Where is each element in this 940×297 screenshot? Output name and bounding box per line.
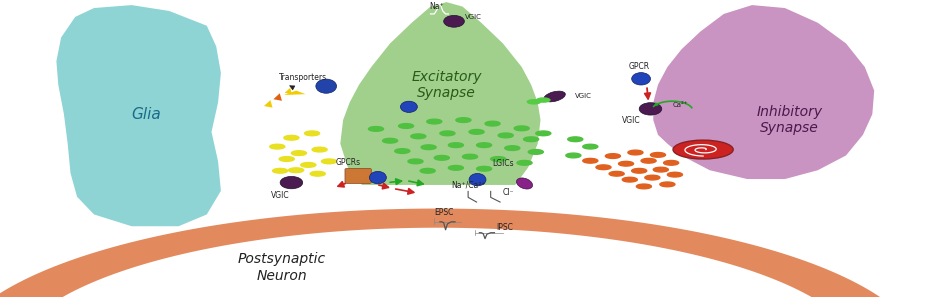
Text: VGIC: VGIC (465, 14, 482, 20)
Circle shape (448, 165, 463, 170)
Text: Cl⁻: Cl⁻ (503, 188, 514, 197)
Circle shape (491, 157, 506, 161)
Circle shape (421, 145, 436, 150)
Text: Excitatory
Synapse: Excitatory Synapse (412, 69, 481, 100)
Circle shape (279, 157, 294, 161)
Circle shape (605, 154, 620, 158)
Circle shape (289, 168, 304, 173)
Circle shape (636, 184, 651, 189)
Text: Glia: Glia (131, 107, 161, 122)
Circle shape (440, 131, 455, 136)
Circle shape (596, 165, 611, 170)
Ellipse shape (469, 173, 486, 186)
Circle shape (583, 158, 598, 163)
Text: VGIC: VGIC (622, 116, 641, 125)
Text: GPCR: GPCR (629, 62, 650, 71)
Text: LGICs: LGICs (492, 159, 514, 168)
Circle shape (664, 160, 679, 165)
Text: Ca²⁺: Ca²⁺ (673, 102, 689, 108)
Text: Transporters: Transporters (278, 73, 327, 82)
Circle shape (505, 146, 520, 151)
Circle shape (673, 140, 733, 159)
Ellipse shape (444, 15, 464, 27)
Circle shape (619, 161, 634, 166)
Text: Postsynaptic
Neuron: Postsynaptic Neuron (238, 252, 326, 283)
Circle shape (485, 121, 500, 126)
Ellipse shape (400, 101, 417, 113)
Circle shape (291, 151, 306, 155)
Text: IPSC: IPSC (496, 222, 513, 232)
Text: EPSC: EPSC (434, 208, 454, 217)
Ellipse shape (316, 79, 337, 93)
Circle shape (660, 182, 675, 187)
Circle shape (583, 144, 598, 149)
Circle shape (517, 160, 532, 165)
Text: Inhibitory
Synapse: Inhibitory Synapse (757, 105, 822, 135)
Circle shape (622, 177, 637, 182)
Circle shape (284, 135, 299, 140)
Circle shape (536, 131, 551, 136)
Circle shape (462, 154, 478, 159)
Polygon shape (56, 5, 221, 226)
Polygon shape (340, 2, 540, 185)
Circle shape (667, 172, 682, 177)
Circle shape (514, 126, 529, 131)
Circle shape (477, 166, 492, 171)
Circle shape (469, 129, 484, 134)
Circle shape (434, 155, 449, 160)
Circle shape (628, 150, 643, 155)
Circle shape (568, 137, 583, 142)
Ellipse shape (369, 171, 386, 184)
Circle shape (641, 158, 656, 163)
Circle shape (310, 171, 325, 176)
Ellipse shape (544, 91, 565, 102)
Circle shape (477, 143, 492, 148)
Circle shape (609, 171, 624, 176)
Ellipse shape (516, 178, 533, 189)
Circle shape (321, 159, 337, 164)
Circle shape (270, 144, 285, 149)
Circle shape (650, 153, 666, 157)
FancyArrowPatch shape (287, 86, 315, 95)
FancyBboxPatch shape (345, 168, 371, 184)
Circle shape (527, 100, 540, 104)
Circle shape (632, 168, 647, 173)
Circle shape (528, 150, 543, 154)
Polygon shape (0, 208, 911, 297)
Circle shape (305, 131, 320, 136)
Circle shape (653, 167, 668, 172)
Circle shape (411, 134, 426, 139)
Circle shape (645, 175, 660, 180)
Circle shape (395, 149, 410, 154)
Circle shape (312, 147, 327, 152)
Polygon shape (284, 91, 306, 95)
Circle shape (524, 137, 539, 142)
Text: GPCRs: GPCRs (336, 158, 360, 167)
Circle shape (420, 168, 435, 173)
Circle shape (498, 133, 513, 138)
Circle shape (566, 153, 581, 158)
Ellipse shape (280, 176, 303, 189)
Circle shape (427, 119, 442, 124)
Circle shape (368, 127, 384, 131)
Circle shape (408, 159, 423, 164)
Text: Na⁺: Na⁺ (429, 2, 444, 11)
Circle shape (456, 118, 471, 122)
Text: Na⁺/Ca²⁺: Na⁺/Ca²⁺ (451, 180, 485, 189)
Text: VGIC: VGIC (271, 191, 290, 200)
Circle shape (399, 124, 414, 128)
Circle shape (537, 98, 550, 102)
Circle shape (301, 162, 316, 167)
Text: VGIC: VGIC (575, 94, 592, 99)
Polygon shape (653, 5, 874, 179)
Ellipse shape (632, 72, 650, 85)
Ellipse shape (639, 103, 662, 115)
Circle shape (383, 138, 398, 143)
Circle shape (273, 168, 288, 173)
Circle shape (448, 143, 463, 148)
